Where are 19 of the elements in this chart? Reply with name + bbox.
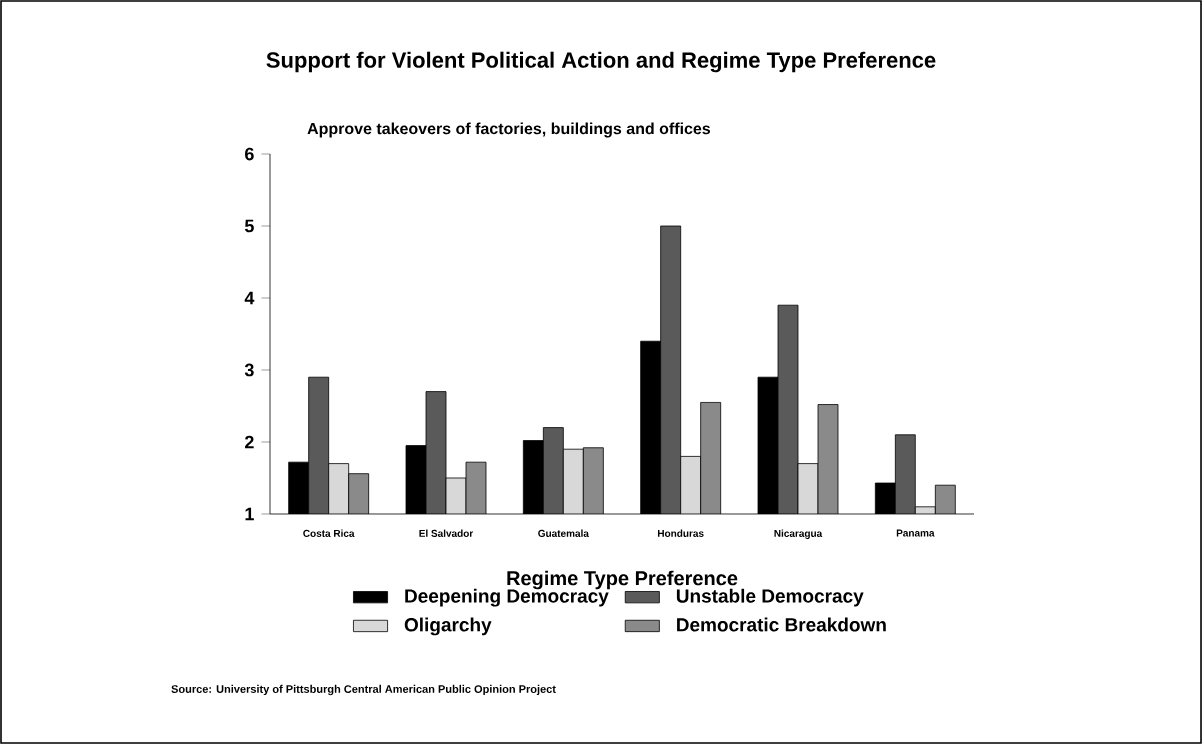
x-tick-label: El Salvador: [419, 529, 474, 537]
y-tick-label: 1: [245, 507, 254, 521]
y-tick-label: 2: [245, 435, 254, 449]
y-axis-title: Approve takeovers of factories, buildings and offices: [307, 122, 711, 138]
y-tick-label: 3: [244, 363, 254, 377]
legend-label: Democratic Breakdown: [677, 617, 886, 632]
legend-label: Unstable Democracy: [676, 588, 864, 607]
x-tick-label: Nicaragua: [774, 529, 823, 539]
legend-label: Oligarchy: [404, 617, 492, 636]
y-tick-label: 5: [244, 219, 254, 233]
y-tick-label: 4: [244, 291, 255, 305]
x-tick-label: Honduras: [658, 529, 704, 537]
legend-label: Deepening Democracy: [405, 588, 609, 607]
chart-title: Support for Violent Political Action and Regime Type Preference: [266, 51, 936, 73]
x-tick-label: Costa Rica: [303, 529, 355, 537]
source-note: Source: University of Pittsburgh Central American Public Opinion Project: [171, 684, 556, 696]
y-tick-label: 6: [245, 147, 254, 161]
x-tick-label: Panama: [896, 529, 935, 537]
x-tick-label: Guatemala: [538, 529, 589, 537]
